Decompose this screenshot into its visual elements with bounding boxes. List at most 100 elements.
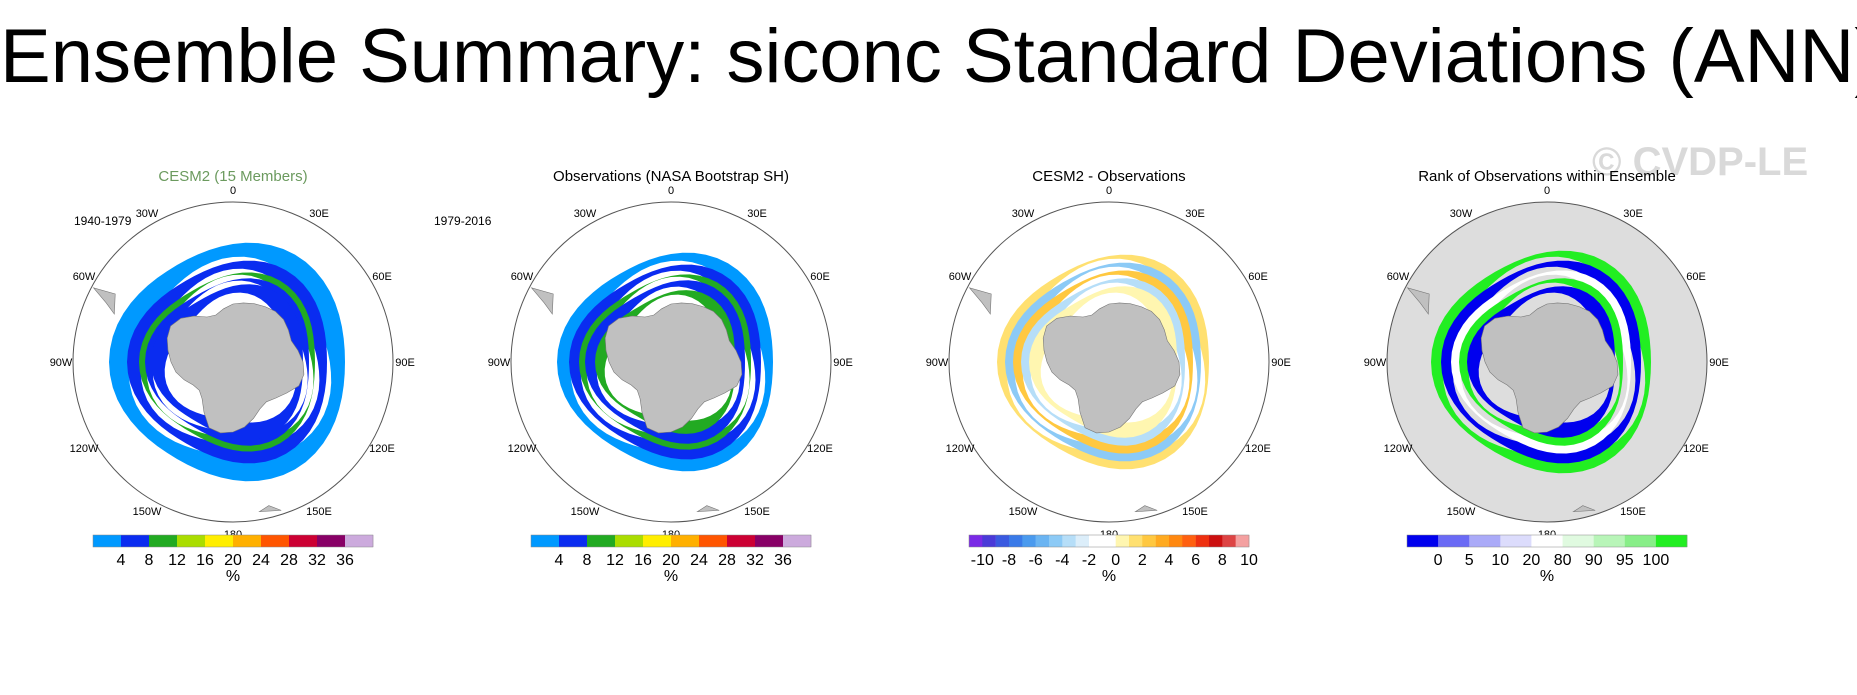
antarctica-land (1480, 302, 1619, 434)
colorbar-swatch (1407, 535, 1439, 547)
colorbar-tick-label: 16 (634, 552, 652, 569)
lon-label: 120E (369, 443, 395, 455)
colorbar-swatch (727, 535, 756, 547)
lon-label: 150E (1620, 506, 1646, 518)
colorbar-tick-label: 28 (718, 552, 736, 569)
colorbar-swatch (1182, 535, 1196, 547)
south-america-land (530, 287, 554, 315)
colorbar-tick-label: 8 (145, 552, 154, 569)
lon-label: 60E (372, 271, 392, 283)
panel-title: Rank of Observations within Ensemble (1418, 168, 1676, 185)
colorbar-swatch (559, 535, 588, 547)
colorbar-swatch (1593, 535, 1626, 547)
panel-years: 1979-2016 (434, 214, 492, 228)
lon-label: 150W (1009, 506, 1038, 518)
lon-label: 0 (230, 185, 236, 197)
colorbar-swatch (1089, 535, 1103, 547)
lon-label: 30E (1623, 208, 1643, 220)
lon-label: 60E (810, 271, 830, 283)
colorbar-tick-label: 6 (1191, 552, 1200, 569)
lon-label: 90W (50, 357, 73, 369)
colorbar-swatch (699, 535, 728, 547)
antarctica-land (604, 302, 743, 434)
panel-years: 1940-1979 (74, 214, 132, 228)
colorbar-swatch (1049, 535, 1063, 547)
lon-label: 150E (306, 506, 332, 518)
colorbar-swatch (1009, 535, 1023, 547)
colorbar-swatch (1562, 535, 1594, 547)
lon-label: 60W (73, 271, 96, 283)
colorbar-swatch (643, 535, 672, 547)
lon-label: 150W (571, 506, 600, 518)
new-zealand-land (258, 505, 282, 513)
colorbar-frame (968, 534, 1250, 548)
colorbar-tick-label: 24 (690, 552, 708, 569)
lon-label: 30E (309, 208, 329, 220)
lon-label: 120E (1245, 443, 1271, 455)
colorbar-tick-label: 20 (662, 552, 680, 569)
map-svg: 030E60E90E120E150E180150W120W90W60W30W-1… (926, 185, 1291, 585)
panel-rank: Rank of Observations within Ensemble 0 30… (1328, 160, 1766, 660)
colorbar-swatch (1102, 535, 1116, 547)
lon-label: 90E (1271, 357, 1291, 369)
colorbar-tick-label: 100 (1643, 552, 1670, 569)
colorbar-swatch (587, 535, 616, 547)
lon-label: 30W (1012, 208, 1035, 220)
colorbar-tick-label: 4 (555, 552, 564, 569)
colorbar-swatch (205, 535, 234, 547)
lon-label: 120W (70, 443, 99, 455)
colorbar-swatch (531, 535, 560, 547)
panel-difference: CESM2 - Observations 0 30E 60E 90E 120E 150E 1… (890, 160, 1328, 660)
colorbar-tick-label: 8 (583, 552, 592, 569)
map-boundary (948, 201, 1270, 523)
colorbar-tick-label: 80 (1554, 552, 1572, 569)
antarctica-land (1042, 302, 1181, 434)
colorbar-swatch (121, 535, 150, 547)
colorbar-tick-label: 28 (280, 552, 298, 569)
colorbar-swatch (995, 535, 1010, 547)
colorbar-swatch (1155, 535, 1170, 547)
lon-label: 30E (1185, 208, 1205, 220)
lon-label: 30E (747, 208, 767, 220)
map-boundary (72, 201, 394, 523)
colorbar-swatch (982, 535, 996, 547)
colorbar-unit: % (1102, 568, 1116, 585)
colorbar-tick-label: 32 (746, 552, 764, 569)
colorbar-swatch (1209, 535, 1223, 547)
colorbar-tick-label: 0 (1111, 552, 1120, 569)
colorbar-frame (92, 534, 374, 548)
lon-label: 0 (668, 185, 674, 197)
colorbar-swatch (1624, 535, 1657, 547)
colorbar-swatch (615, 535, 644, 547)
colorbar-swatch (1115, 535, 1130, 547)
colorbar-tick-label: 5 (1465, 552, 1474, 569)
south-america-land (1406, 287, 1430, 315)
colorbar-unit: % (1540, 568, 1554, 585)
lon-label: 0 (1106, 185, 1112, 197)
colorbar-tick-label: -10 (971, 552, 994, 569)
colorbar-unit: % (226, 568, 240, 585)
colorbar-swatch (233, 535, 262, 547)
colorbar-tick-label: 20 (1523, 552, 1541, 569)
map-boundary (1386, 201, 1708, 523)
map-svg: 030E60E90E120E150E180150W120W90W60W30W48… (50, 185, 415, 585)
colorbar-swatch (1500, 535, 1532, 547)
lon-label: 60W (1387, 271, 1410, 283)
colorbar-swatch (317, 535, 346, 547)
colorbar-tick-label: 4 (1165, 552, 1174, 569)
colorbar-swatch (969, 535, 983, 547)
colorbar-tick-label: 2 (1138, 552, 1147, 569)
colorbar-tick-label: -4 (1055, 552, 1069, 569)
lon-label: 60W (511, 271, 534, 283)
colorbar-tick-label: 36 (774, 552, 792, 569)
colorbar-swatch (177, 535, 206, 547)
panel-title: CESM2 (15 Members) (158, 168, 308, 185)
lon-label: 30W (136, 208, 159, 220)
colorbar-swatch (755, 535, 784, 547)
colorbar-tick-label: 36 (336, 552, 354, 569)
colorbar-swatch (1169, 535, 1183, 547)
map-svg: 030E60E90E120E150E180150W120W90W60W30W48… (488, 185, 853, 585)
colorbar-swatch (671, 535, 700, 547)
lon-label: 30W (574, 208, 597, 220)
colorbar-tick-label: 8 (1218, 552, 1227, 569)
